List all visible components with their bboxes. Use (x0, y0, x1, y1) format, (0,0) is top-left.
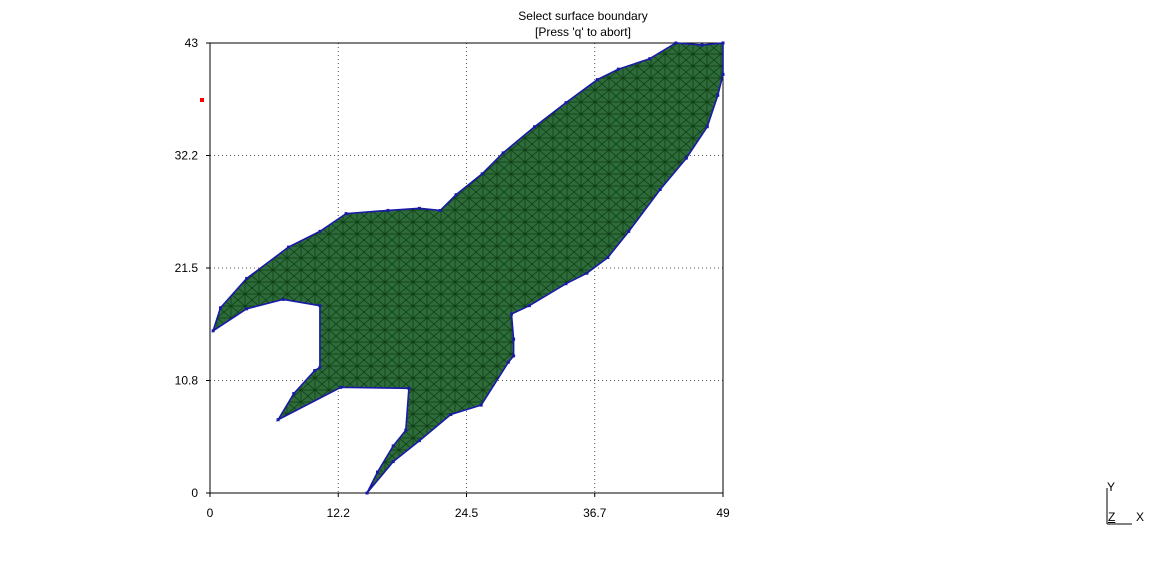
boundary-node[interactable] (648, 57, 652, 61)
boundary-node[interactable] (449, 413, 453, 417)
x-axis-ticks: 0 12.2 24.5 36.7 49 (207, 493, 730, 520)
boundary-node[interactable] (292, 392, 296, 396)
triad-axes-icon (1106, 488, 1132, 525)
boundary-node[interactable] (512, 337, 516, 341)
boundary-node[interactable] (407, 386, 411, 390)
boundary-node[interactable] (479, 403, 483, 407)
boundary-node[interactable] (245, 307, 249, 311)
boundary-node[interactable] (344, 212, 348, 216)
boundary-node[interactable] (564, 101, 568, 105)
boundary-node[interactable] (318, 229, 322, 233)
boundary-node[interactable] (376, 470, 380, 474)
boundary-node[interactable] (287, 245, 291, 249)
mesh-surface[interactable] (211, 41, 725, 495)
boundary-node[interactable] (276, 418, 280, 422)
cursor-marker (200, 98, 204, 102)
triad-z-label: Z (1108, 510, 1116, 524)
boundary-node[interactable] (391, 460, 395, 464)
boundary-node[interactable] (218, 306, 222, 310)
boundary-node[interactable] (700, 43, 704, 47)
mesh-boundary[interactable] (211, 42, 724, 494)
boundary-node[interactable] (595, 78, 599, 82)
x-tick-label: 36.7 (583, 506, 607, 520)
x-tick-label: 49 (716, 506, 730, 520)
axis-triad: Y Z X (1100, 480, 1160, 530)
y-tick-label: 43 (185, 36, 199, 50)
y-tick-label: 21.5 (175, 261, 199, 275)
triad-x-label: X (1136, 510, 1145, 524)
boundary-node[interactable] (404, 428, 408, 432)
boundary-node[interactable] (339, 385, 343, 389)
prompt-line-1: Select surface boundary (518, 9, 648, 23)
boundary-node[interactable] (438, 208, 442, 212)
boundary-node[interactable] (386, 208, 390, 212)
x-tick-label: 0 (207, 506, 214, 520)
boundary-node[interactable] (705, 125, 709, 129)
boundary-node[interactable] (318, 365, 322, 369)
y-tick-label: 0 (191, 486, 198, 500)
mesh-fill[interactable] (213, 43, 723, 493)
boundary-node[interactable] (365, 491, 369, 495)
boundary-node[interactable] (585, 271, 589, 275)
boundary-node[interactable] (480, 172, 484, 176)
boundary-node[interactable] (417, 439, 421, 443)
boundary-node[interactable] (527, 304, 531, 308)
boundary-node[interactable] (616, 67, 620, 71)
boundary-node[interactable] (510, 312, 514, 316)
boundary-node[interactable] (318, 304, 322, 308)
boundary-node[interactable] (721, 72, 725, 76)
boundary-node[interactable] (512, 354, 516, 358)
boundary-node[interactable] (506, 360, 510, 364)
prompt-line-2: [Press 'q' to abort] (535, 25, 631, 39)
x-tick-label: 24.5 (455, 506, 479, 520)
boundary-node[interactable] (391, 444, 395, 448)
y-tick-label: 10.8 (175, 374, 199, 388)
boundary-node[interactable] (674, 41, 678, 45)
boundary-node[interactable] (684, 156, 688, 160)
y-tick-label: 32.2 (175, 149, 199, 163)
boundary-node[interactable] (721, 41, 725, 45)
boundary-node[interactable] (417, 206, 421, 210)
boundary-node[interactable] (211, 329, 215, 333)
boundary-node[interactable] (716, 93, 720, 97)
boundary-node[interactable] (533, 125, 537, 129)
boundary-node[interactable] (281, 297, 285, 301)
boundary-node[interactable] (564, 282, 568, 286)
triad-y-label: Y (1107, 480, 1116, 494)
x-tick-label: 12.2 (327, 506, 351, 520)
boundary-node[interactable] (245, 276, 249, 280)
selection-prompt: Select surface boundary [Press 'q' to ab… (470, 8, 696, 40)
boundary-node[interactable] (658, 188, 662, 192)
boundary-node[interactable] (454, 193, 458, 197)
boundary-node[interactable] (313, 369, 317, 373)
boundary-node[interactable] (501, 151, 505, 155)
y-axis-ticks: 0 10.8 21.5 32.2 43 (175, 36, 210, 500)
boundary-node[interactable] (627, 229, 631, 233)
boundary-node[interactable] (606, 256, 610, 260)
